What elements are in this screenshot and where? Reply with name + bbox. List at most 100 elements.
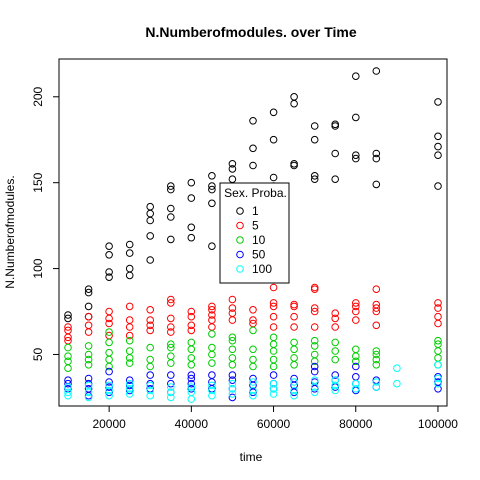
data-point [167, 299, 175, 307]
data-point [310, 336, 319, 345]
data-point [331, 371, 340, 379]
data-point [167, 383, 175, 391]
data-point [290, 374, 298, 383]
data-point [208, 386, 216, 395]
data-point [310, 376, 319, 385]
data-point [64, 357, 72, 366]
data-point [84, 285, 93, 294]
data-point [352, 316, 360, 324]
data-point [352, 154, 360, 163]
data-point [84, 350, 93, 359]
data-point [105, 348, 113, 357]
data-point [269, 347, 278, 355]
legend-item: 50 [236, 248, 266, 262]
data-point [208, 323, 216, 331]
data-point [331, 323, 340, 331]
data-point [146, 355, 154, 364]
data-point [105, 391, 113, 400]
data-point [352, 72, 360, 80]
data-point [331, 120, 340, 129]
data-point [310, 172, 319, 180]
data-point [393, 364, 401, 373]
data-point [269, 340, 278, 349]
legend-item: 10 [236, 233, 266, 247]
data-point [167, 323, 175, 331]
data-point [352, 307, 360, 316]
data-point [310, 367, 319, 376]
data-point [310, 350, 319, 359]
points-layer [64, 67, 442, 403]
data-point [125, 336, 134, 345]
data-point [125, 264, 134, 273]
legend-label: 100 [252, 262, 272, 276]
data-point [434, 354, 442, 362]
data-point [167, 393, 175, 402]
data-point [187, 395, 196, 403]
data-point [310, 304, 319, 312]
data-point [310, 307, 319, 316]
data-point [228, 333, 237, 342]
y-tick-label: 100 [31, 258, 45, 278]
data-point [84, 361, 93, 369]
data-point [249, 161, 257, 170]
data-point [64, 343, 72, 352]
data-point [187, 194, 196, 202]
data-point [331, 386, 340, 395]
data-point [187, 371, 196, 379]
legend-label: 1 [252, 204, 259, 218]
y-axis-label: N.Numberofmodules. [3, 175, 17, 288]
data-point [208, 185, 216, 194]
data-point [167, 379, 175, 388]
data-point [146, 386, 154, 395]
data-point [228, 160, 237, 168]
data-point [331, 381, 340, 390]
data-point [372, 361, 381, 369]
data-point [208, 199, 216, 208]
data-point [290, 378, 298, 386]
y-tick-label: 200 [31, 86, 45, 106]
data-point [167, 328, 175, 336]
data-point [249, 391, 257, 400]
data-point [269, 355, 278, 364]
data-point [187, 326, 196, 335]
data-point [105, 268, 113, 276]
data-point [269, 371, 278, 379]
data-point [208, 242, 216, 250]
data-point [64, 364, 72, 373]
data-point [146, 391, 154, 400]
data-point [84, 312, 93, 321]
data-point [352, 373, 360, 381]
data-point [167, 295, 175, 304]
data-point [290, 338, 298, 347]
data-point [146, 209, 154, 218]
data-point [310, 342, 319, 350]
data-point [331, 338, 340, 347]
y-tick-label: 150 [31, 172, 45, 192]
data-point [84, 385, 93, 393]
data-point [228, 304, 237, 312]
data-point [208, 306, 216, 314]
data-point [331, 149, 340, 158]
data-point [249, 144, 257, 153]
chart-title: N.Numberofmodules. over Time [145, 24, 357, 40]
data-point [434, 361, 442, 369]
data-point [84, 302, 93, 311]
data-point [146, 232, 154, 240]
x-axis: 20000 40000 60000 80000 100000 [92, 405, 458, 431]
data-point [167, 235, 175, 244]
data-point [146, 326, 154, 335]
data-point [372, 350, 381, 359]
data-point [372, 355, 381, 364]
data-point [228, 379, 237, 388]
data-point [105, 381, 113, 390]
data-point [434, 98, 442, 106]
legend-marker [236, 250, 244, 259]
data-point [187, 354, 196, 362]
data-point [105, 355, 113, 364]
data-point [249, 326, 257, 335]
data-point [393, 379, 401, 388]
data-point [125, 385, 134, 393]
data-point [105, 386, 113, 395]
data-point [105, 338, 113, 347]
